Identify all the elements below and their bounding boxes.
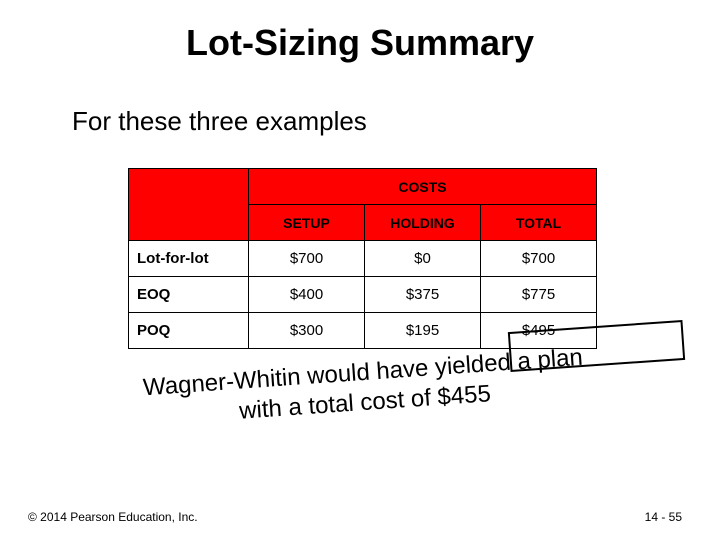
footer-copyright: © 2014 Pearson Education, Inc. xyxy=(28,510,198,524)
table-row: EOQ $400 $375 $775 xyxy=(129,277,597,313)
slide-subtitle: For these three examples xyxy=(72,106,367,137)
table-header-row-1: COSTS xyxy=(129,169,597,205)
cell-setup: $300 xyxy=(249,313,365,349)
cell-holding: $375 xyxy=(365,277,481,313)
slide: Lot-Sizing Summary For these three examp… xyxy=(0,0,720,540)
header-holding: HOLDING xyxy=(365,205,481,241)
note-wrap: Wagner-Whitin would have yielded a plan … xyxy=(84,358,644,448)
slide-title: Lot-Sizing Summary xyxy=(0,22,720,64)
note-text: Wagner-Whitin would have yielded a plan … xyxy=(83,339,646,438)
table-row: Lot-for-lot $700 $0 $700 xyxy=(129,241,597,277)
cell-holding: $0 xyxy=(365,241,481,277)
cell-holding: $195 xyxy=(365,313,481,349)
cell-total: $775 xyxy=(481,277,597,313)
cell-setup: $400 xyxy=(249,277,365,313)
costs-table: COSTS SETUP HOLDING TOTAL Lot-for-lot $7… xyxy=(128,168,597,349)
row-label: Lot-for-lot xyxy=(129,241,249,277)
header-setup: SETUP xyxy=(249,205,365,241)
header-total: TOTAL xyxy=(481,205,597,241)
cell-total: $700 xyxy=(481,241,597,277)
row-label: EOQ xyxy=(129,277,249,313)
header-costs: COSTS xyxy=(249,169,597,205)
row-label: POQ xyxy=(129,313,249,349)
cell-setup: $700 xyxy=(249,241,365,277)
costs-table-wrap: COSTS SETUP HOLDING TOTAL Lot-for-lot $7… xyxy=(128,168,596,349)
footer-page-number: 14 - 55 xyxy=(645,510,682,524)
header-blank xyxy=(129,169,249,241)
